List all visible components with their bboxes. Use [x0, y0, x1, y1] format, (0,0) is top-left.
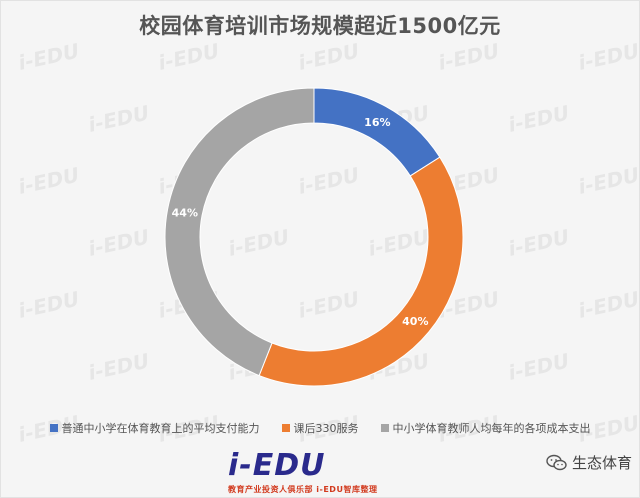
wechat-icon — [546, 454, 567, 470]
donut-chart: 16% 40% 44% — [164, 87, 464, 387]
legend-label: 中小学体育教师人均每年的各项成本支出 — [392, 422, 591, 435]
slice-value-label: 44% — [172, 206, 198, 219]
chart-title: 校园体育培训市场规模超近1500亿元 — [139, 14, 501, 38]
logo-wordmark: i-EDU — [228, 448, 326, 483]
legend-label: 课后330服务 — [293, 422, 359, 435]
donut-slice — [258, 156, 464, 387]
legend-item: 中小学体育教师人均每年的各项成本支出 — [380, 420, 591, 436]
legend-swatch — [49, 424, 58, 432]
wechat-account-tag[interactable]: 生态体育 — [546, 452, 632, 473]
donut-slice — [164, 87, 315, 377]
legend-label: 普通中小学在体育教育上的平均支付能力 — [61, 422, 260, 435]
slice-value-label: 16% — [364, 116, 390, 129]
slice-value-label: 40% — [402, 315, 428, 328]
logo-tagline: 教育产业投资人俱乐部 i-EDU智库整理 — [228, 485, 378, 494]
legend-item: 课后330服务 — [281, 420, 359, 436]
legend-swatch — [281, 424, 290, 432]
legend-swatch — [380, 424, 389, 432]
footer-logo: i-EDU 教育产业投资人俱乐部 i-EDU智库整理 — [228, 448, 428, 494]
chart-legend: 普通中小学在体育教育上的平均支付能力 课后330服务 中小学体育教师人均每年的各… — [0, 420, 640, 436]
donut-slice — [313, 87, 441, 177]
wechat-account-name: 生态体育 — [571, 454, 632, 472]
legend-item: 普通中小学在体育教育上的平均支付能力 — [49, 420, 260, 436]
